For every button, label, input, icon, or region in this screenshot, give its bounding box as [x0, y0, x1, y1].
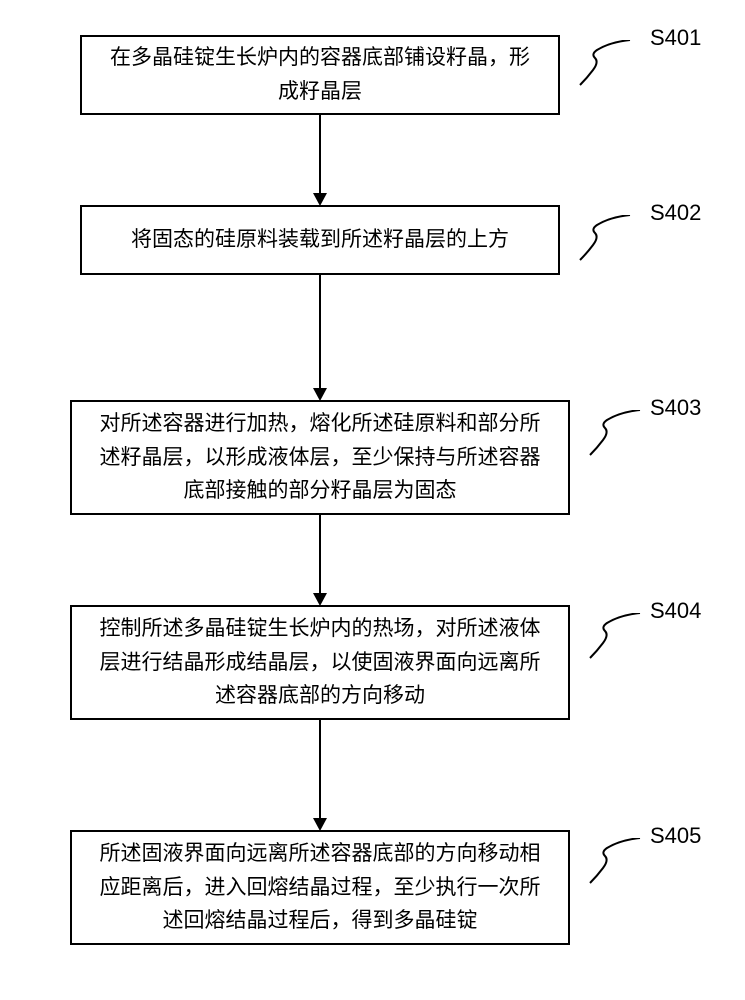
flow-step-4: 控制所述多晶硅锭生长炉内的热场，对所述液体层进行结晶形成结晶层，以使固液界面向远…: [70, 605, 570, 720]
step-label-2: S402: [650, 200, 701, 226]
arrow-line: [319, 515, 321, 593]
flow-step-2: 将固态的硅原料装载到所述籽晶层的上方: [80, 205, 560, 275]
flow-step-2-text: 将固态的硅原料装载到所述籽晶层的上方: [131, 223, 509, 257]
flow-step-3-text: 对所述容器进行加热，熔化所述硅原料和部分所述籽晶层，以形成液体层，至少保持与所述…: [92, 407, 548, 508]
squiggle-icon: [585, 613, 655, 663]
flow-step-1: 在多晶硅锭生长炉内的容器底部铺设籽晶，形成籽晶层: [80, 35, 560, 115]
flow-step-1-text: 在多晶硅锭生长炉内的容器底部铺设籽晶，形成籽晶层: [102, 41, 538, 108]
step-label-4: S404: [650, 598, 701, 624]
flow-step-5-text: 所述固液界面向远离所述容器底部的方向移动相应距离后，进入回熔结晶过程，至少执行一…: [92, 837, 548, 938]
flow-step-3: 对所述容器进行加热，熔化所述硅原料和部分所述籽晶层，以形成液体层，至少保持与所述…: [70, 400, 570, 515]
squiggle-icon: [585, 838, 655, 888]
squiggle-icon: [575, 215, 645, 265]
step-label-1: S401: [650, 25, 701, 51]
flow-step-4-text: 控制所述多晶硅锭生长炉内的热场，对所述液体层进行结晶形成结晶层，以使固液界面向远…: [92, 612, 548, 713]
arrow-line: [319, 115, 321, 193]
squiggle-icon: [585, 410, 655, 460]
flow-step-5: 所述固液界面向远离所述容器底部的方向移动相应距离后，进入回熔结晶过程，至少执行一…: [70, 830, 570, 945]
flowchart-container: 在多晶硅锭生长炉内的容器底部铺设籽晶，形成籽晶层 S401 将固态的硅原料装载到…: [0, 0, 745, 1000]
step-label-5: S405: [650, 823, 701, 849]
arrow-line: [319, 720, 321, 818]
squiggle-icon: [575, 40, 645, 90]
step-label-3: S403: [650, 395, 701, 421]
arrow-line: [319, 275, 321, 388]
